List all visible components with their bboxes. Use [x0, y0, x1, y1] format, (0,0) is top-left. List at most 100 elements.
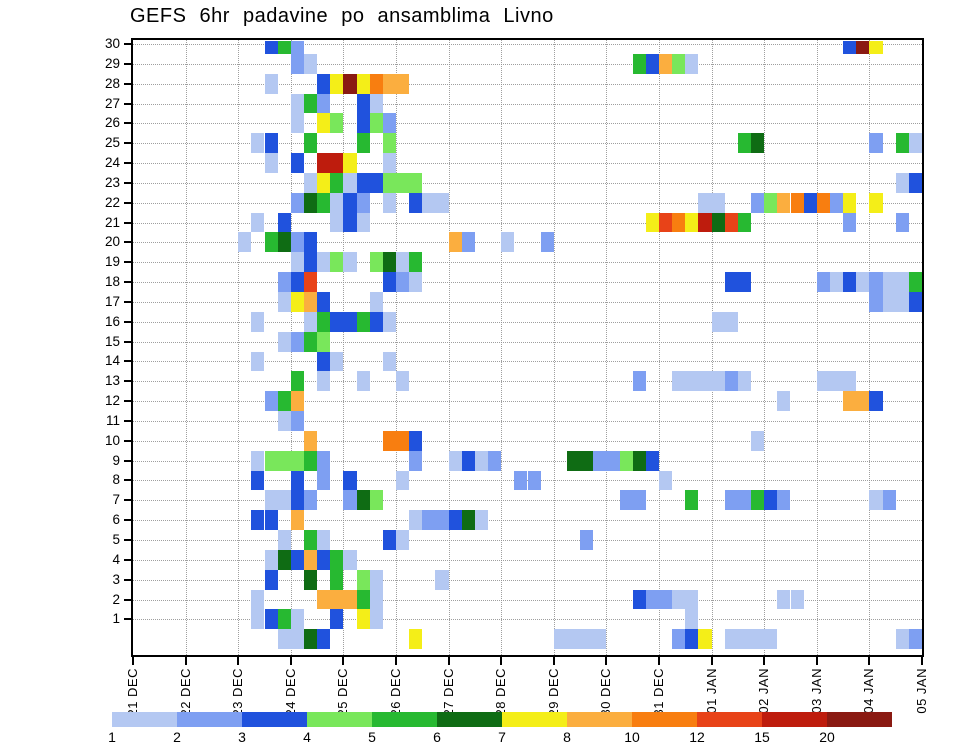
- heatmap-cell: [277, 331, 291, 352]
- heatmap-cell: [264, 73, 278, 94]
- grid-line-horizontal: [133, 182, 922, 184]
- heatmap-cell: [290, 232, 304, 253]
- y-axis-tick: [124, 499, 131, 502]
- heatmap-cell: [645, 450, 659, 471]
- y-axis-tick: [124, 241, 131, 244]
- heatmap-cell: [869, 192, 883, 213]
- heatmap-cell: [290, 113, 304, 134]
- heatmap-cell: [382, 530, 396, 550]
- colorbar-label: 20: [819, 729, 835, 742]
- heatmap-cell: [290, 53, 304, 74]
- heatmap-cell: [882, 490, 896, 511]
- y-axis-tick: [124, 122, 131, 125]
- heatmap-cell: [816, 272, 830, 292]
- heatmap-cell: [843, 272, 857, 292]
- y-axis-tick: [124, 479, 131, 482]
- heatmap-cell: [777, 391, 791, 412]
- grid-line-horizontal: [133, 44, 922, 45]
- grid-line-vertical: [816, 40, 818, 655]
- y-axis-label: 30: [104, 36, 120, 51]
- heatmap-cell: [303, 93, 318, 114]
- heatmap-cell: [645, 589, 659, 610]
- grid-line-horizontal: [133, 103, 922, 105]
- heatmap-cell: [382, 351, 396, 372]
- heatmap-cell: [277, 391, 291, 412]
- heatmap-cell: [619, 490, 633, 511]
- heatmap-cell: [277, 41, 291, 54]
- heatmap-cell: [290, 510, 304, 531]
- y-axis-label: 13: [104, 373, 120, 389]
- heatmap-cell: [277, 490, 291, 511]
- heatmap-cell: [566, 629, 581, 650]
- heatmap-cell: [356, 172, 370, 193]
- heatmap-cell: [632, 371, 646, 392]
- y-axis-label: 1: [112, 611, 120, 627]
- x-axis-tick: [815, 657, 818, 665]
- colorbar-label: 10: [624, 729, 640, 742]
- heatmap-cell: [856, 391, 870, 412]
- heatmap-cell: [711, 192, 725, 213]
- heatmap-cell: [317, 450, 331, 471]
- heatmap-cell: [356, 311, 370, 332]
- heatmap-cell: [277, 629, 291, 650]
- heatmap-cell: [277, 450, 291, 471]
- heatmap-cell: [711, 311, 725, 332]
- heatmap-cell: [330, 609, 344, 630]
- grid-line-vertical: [659, 40, 660, 655]
- heatmap-cell: [343, 490, 357, 511]
- heatmap-cell: [264, 549, 278, 570]
- heatmap-cell: [343, 311, 357, 332]
- y-axis-tick: [124, 618, 131, 621]
- heatmap-cell: [869, 292, 883, 312]
- grid-line-horizontal: [133, 579, 922, 581]
- grid-line-horizontal: [133, 520, 922, 522]
- heatmap-cell: [317, 371, 331, 392]
- heatmap-cell: [659, 589, 673, 610]
- grid-line-horizontal: [133, 202, 922, 204]
- colorbar-segment: [697, 712, 762, 727]
- heatmap-cell: [685, 53, 699, 74]
- heatmap-cell: [685, 212, 699, 233]
- y-axis-label: 12: [104, 393, 120, 409]
- y-axis-tick: [124, 281, 131, 284]
- heatmap-cell: [290, 292, 304, 312]
- heatmap-cell: [317, 351, 331, 372]
- heatmap-cell: [593, 629, 607, 650]
- heatmap-cell: [382, 192, 396, 213]
- heatmap-cell: [303, 292, 318, 312]
- heatmap-cell: [382, 133, 396, 154]
- heatmap-cell: [369, 73, 383, 94]
- heatmap-cell: [356, 371, 370, 392]
- heatmap-cell: [632, 490, 646, 511]
- grid-line-horizontal: [133, 460, 922, 462]
- heatmap-cell: [317, 629, 331, 650]
- y-axis-label: 3: [112, 571, 120, 587]
- grid-line-horizontal: [133, 163, 922, 165]
- y-axis-label: 26: [104, 115, 120, 131]
- heatmap-cell: [277, 411, 291, 431]
- heatmap-cell: [317, 470, 331, 491]
- heatmap-cell: [356, 569, 370, 590]
- heatmap-cell: [251, 351, 265, 372]
- heatmap-cell: [317, 589, 331, 610]
- heatmap-cell: [290, 252, 304, 273]
- heatmap-cell: [303, 490, 318, 511]
- grid-line-horizontal: [133, 619, 922, 621]
- grid-line-vertical: [711, 40, 713, 655]
- heatmap-cell: [829, 272, 844, 292]
- y-axis-tick: [124, 519, 131, 522]
- heatmap-cell: [382, 311, 396, 332]
- heatmap-cell: [303, 629, 318, 650]
- grid-line-horizontal: [133, 401, 922, 403]
- y-axis-label: 11: [105, 412, 120, 428]
- y-axis-label: 7: [112, 492, 120, 508]
- heatmap-cell: [356, 589, 370, 610]
- grid-line-horizontal: [133, 440, 922, 442]
- heatmap-cell: [764, 490, 778, 511]
- colorbar-label: 4: [303, 729, 311, 742]
- y-axis-label: 22: [104, 194, 120, 210]
- heatmap-cell: [330, 589, 344, 610]
- heatmap-cell: [869, 41, 883, 54]
- heatmap-cell: [882, 292, 896, 312]
- heatmap-cell: [514, 470, 528, 491]
